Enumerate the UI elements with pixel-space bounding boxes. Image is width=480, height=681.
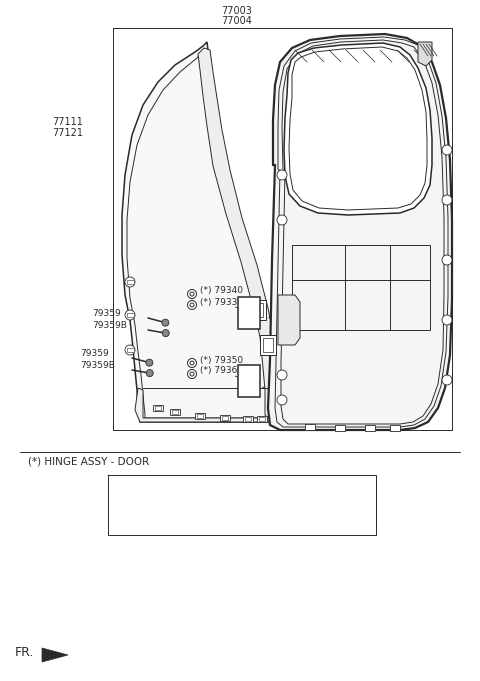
Bar <box>243 416 253 422</box>
Circle shape <box>188 300 196 309</box>
Bar <box>108 475 376 535</box>
Bar <box>195 413 205 419</box>
Circle shape <box>146 370 153 377</box>
Circle shape <box>277 395 287 405</box>
Polygon shape <box>135 388 275 422</box>
Text: (*) 79330A: (*) 79330A <box>200 298 249 306</box>
Circle shape <box>190 292 194 296</box>
Bar <box>253 303 263 317</box>
Bar <box>263 338 273 352</box>
Bar <box>390 425 400 431</box>
Text: 77111: 77111 <box>52 117 83 127</box>
Circle shape <box>162 319 169 326</box>
Text: UPR: UPR <box>204 480 224 490</box>
Bar <box>153 405 163 411</box>
Circle shape <box>125 345 135 355</box>
Bar <box>259 417 265 421</box>
Bar <box>250 300 266 320</box>
Circle shape <box>125 310 135 320</box>
Bar <box>238 365 260 397</box>
Polygon shape <box>198 48 277 418</box>
Circle shape <box>442 315 452 325</box>
Circle shape <box>245 383 253 391</box>
Text: 79350-2B000: 79350-2B000 <box>289 500 355 510</box>
Circle shape <box>442 195 452 205</box>
Bar <box>335 425 345 431</box>
Circle shape <box>190 372 194 376</box>
Bar <box>197 414 203 418</box>
Text: 77004: 77004 <box>222 16 252 26</box>
Text: (*) 79360: (*) 79360 <box>200 366 243 375</box>
Circle shape <box>188 289 196 298</box>
Text: 79330-2B000: 79330-2B000 <box>181 500 247 510</box>
Text: (*) 79350: (*) 79350 <box>200 355 243 364</box>
Text: (*) 79340: (*) 79340 <box>200 287 243 296</box>
Text: 77121: 77121 <box>52 128 83 138</box>
Polygon shape <box>42 648 68 662</box>
Text: 79359: 79359 <box>80 349 109 358</box>
Text: (*) HINGE ASSY - DOOR: (*) HINGE ASSY - DOOR <box>28 457 149 467</box>
Circle shape <box>190 361 194 365</box>
Bar <box>305 424 315 430</box>
Text: RH: RH <box>127 520 141 530</box>
Bar <box>127 280 133 284</box>
Text: LH: LH <box>128 500 141 510</box>
Text: 79360-2B000: 79360-2B000 <box>289 520 355 530</box>
Polygon shape <box>284 43 432 215</box>
Text: FR.: FR. <box>15 646 35 659</box>
Circle shape <box>442 145 452 155</box>
Text: 79359B: 79359B <box>92 321 127 330</box>
Bar <box>260 335 276 355</box>
Bar <box>220 415 230 421</box>
Circle shape <box>245 315 253 323</box>
Bar <box>172 410 178 414</box>
Circle shape <box>190 303 194 307</box>
Bar <box>222 416 228 420</box>
Bar <box>365 425 375 431</box>
Bar <box>170 409 180 415</box>
Circle shape <box>125 277 135 287</box>
Text: LWR: LWR <box>312 480 333 490</box>
Circle shape <box>245 301 253 309</box>
Circle shape <box>277 215 287 225</box>
Circle shape <box>146 359 153 366</box>
Polygon shape <box>418 42 432 66</box>
Circle shape <box>277 170 287 180</box>
Circle shape <box>277 370 287 380</box>
Bar <box>245 417 251 421</box>
Circle shape <box>245 369 253 377</box>
Text: 79359B: 79359B <box>80 362 115 370</box>
Text: 79340-2B000: 79340-2B000 <box>181 520 247 530</box>
Polygon shape <box>122 42 278 422</box>
Polygon shape <box>268 34 452 430</box>
Circle shape <box>188 370 196 379</box>
Circle shape <box>442 255 452 265</box>
Circle shape <box>442 375 452 385</box>
Text: 77003: 77003 <box>222 6 252 16</box>
Bar <box>238 297 260 329</box>
Circle shape <box>162 330 169 336</box>
Bar <box>257 416 267 422</box>
Text: 79359: 79359 <box>92 309 121 319</box>
Bar <box>127 313 133 317</box>
Bar <box>127 348 133 352</box>
Polygon shape <box>278 295 300 345</box>
Circle shape <box>188 358 196 368</box>
Bar <box>155 406 161 410</box>
